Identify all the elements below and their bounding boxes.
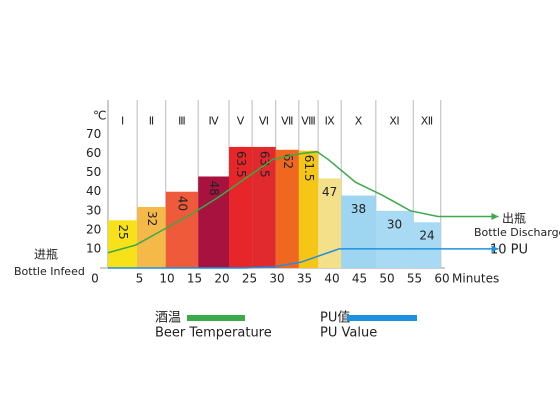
value-label: 30 <box>387 217 402 231</box>
arrow-head <box>491 213 499 221</box>
zone-label: Ⅻ <box>421 116 433 128</box>
zone-label: Ⅴ <box>237 116 245 128</box>
zone-label: Ⅸ <box>325 116 335 128</box>
x-tick-label: 55 <box>407 272 422 286</box>
y-tick-label: 50 <box>86 165 101 179</box>
x-tick-label: 0 <box>91 272 99 286</box>
legend-label-en: PU Value <box>320 326 377 341</box>
y-tick-label: 70 <box>86 127 101 141</box>
x-tick-label: 60 <box>434 272 449 286</box>
bar <box>198 176 229 268</box>
x-tick-label: 30 <box>269 272 284 286</box>
zone-label: Ⅰ <box>121 116 124 128</box>
zone-label: Ⅵ <box>259 116 269 128</box>
y-tick-label: 30 <box>86 203 101 217</box>
value-label: 48 <box>207 180 221 195</box>
zone-label: Ⅷ <box>301 116 316 128</box>
arrow-head <box>491 245 499 253</box>
legend-swatch <box>187 315 245 321</box>
bar <box>298 150 319 268</box>
bar <box>165 191 199 268</box>
legend-swatch <box>347 315 417 321</box>
value-label: 40 <box>175 196 189 211</box>
y-axis-label: ℃ <box>93 109 106 123</box>
legend-label: 酒温 <box>155 311 181 326</box>
value-label: 61.5 <box>302 155 316 182</box>
x-tick-label: 10 <box>159 272 174 286</box>
value-label: 24 <box>419 229 434 243</box>
legend-label: PU值 <box>320 310 350 326</box>
bar <box>108 220 138 268</box>
x-tick-label: 5 <box>136 272 144 286</box>
x-tick-label: 45 <box>352 272 367 286</box>
value-label: 38 <box>351 202 366 216</box>
discharge-label-en: Bottle Discharge <box>474 226 560 239</box>
bar <box>375 210 414 268</box>
discharge-label: 出瓶 <box>502 212 526 226</box>
bar <box>275 149 299 268</box>
zone-label: Ⅹ <box>355 116 363 128</box>
zone-label: Ⅳ <box>209 116 220 128</box>
y-tick-label: 20 <box>86 222 101 236</box>
y-tick-label: 10 <box>86 241 101 255</box>
zone-label: Ⅱ <box>149 116 154 128</box>
x-axis-label: Minutes <box>452 272 499 286</box>
bar <box>341 195 376 268</box>
infeed-label: 进瓶 <box>34 248 58 262</box>
zone-label: Ⅺ <box>389 116 399 128</box>
value-label: 63.5 <box>234 151 248 178</box>
x-tick-label: 15 <box>187 272 202 286</box>
series-line <box>107 150 499 254</box>
zone-label: Ⅶ <box>281 116 293 128</box>
x-tick-label: 35 <box>297 272 312 286</box>
x-tick-label: 40 <box>324 272 339 286</box>
legend-label-en: Beer Temperature <box>155 326 272 341</box>
pu-end-label: 10 PU <box>490 243 528 258</box>
zone-label: Ⅲ <box>178 116 186 128</box>
value-label: 47 <box>322 185 337 199</box>
x-tick-label: 50 <box>379 272 394 286</box>
bar <box>252 146 276 268</box>
value-label: 32 <box>145 211 159 226</box>
x-tick-label: 20 <box>214 272 229 286</box>
y-tick-label: 40 <box>86 184 101 198</box>
x-tick-label: 25 <box>242 272 257 286</box>
y-tick-label: 60 <box>86 146 101 160</box>
value-label: 63.5 <box>257 151 271 178</box>
infeed-label-en: Bottle Infeed <box>14 265 85 278</box>
bar <box>318 178 342 268</box>
value-label: 25 <box>116 224 130 239</box>
series-line <box>108 248 499 269</box>
bar <box>413 222 441 268</box>
bar <box>137 206 166 268</box>
